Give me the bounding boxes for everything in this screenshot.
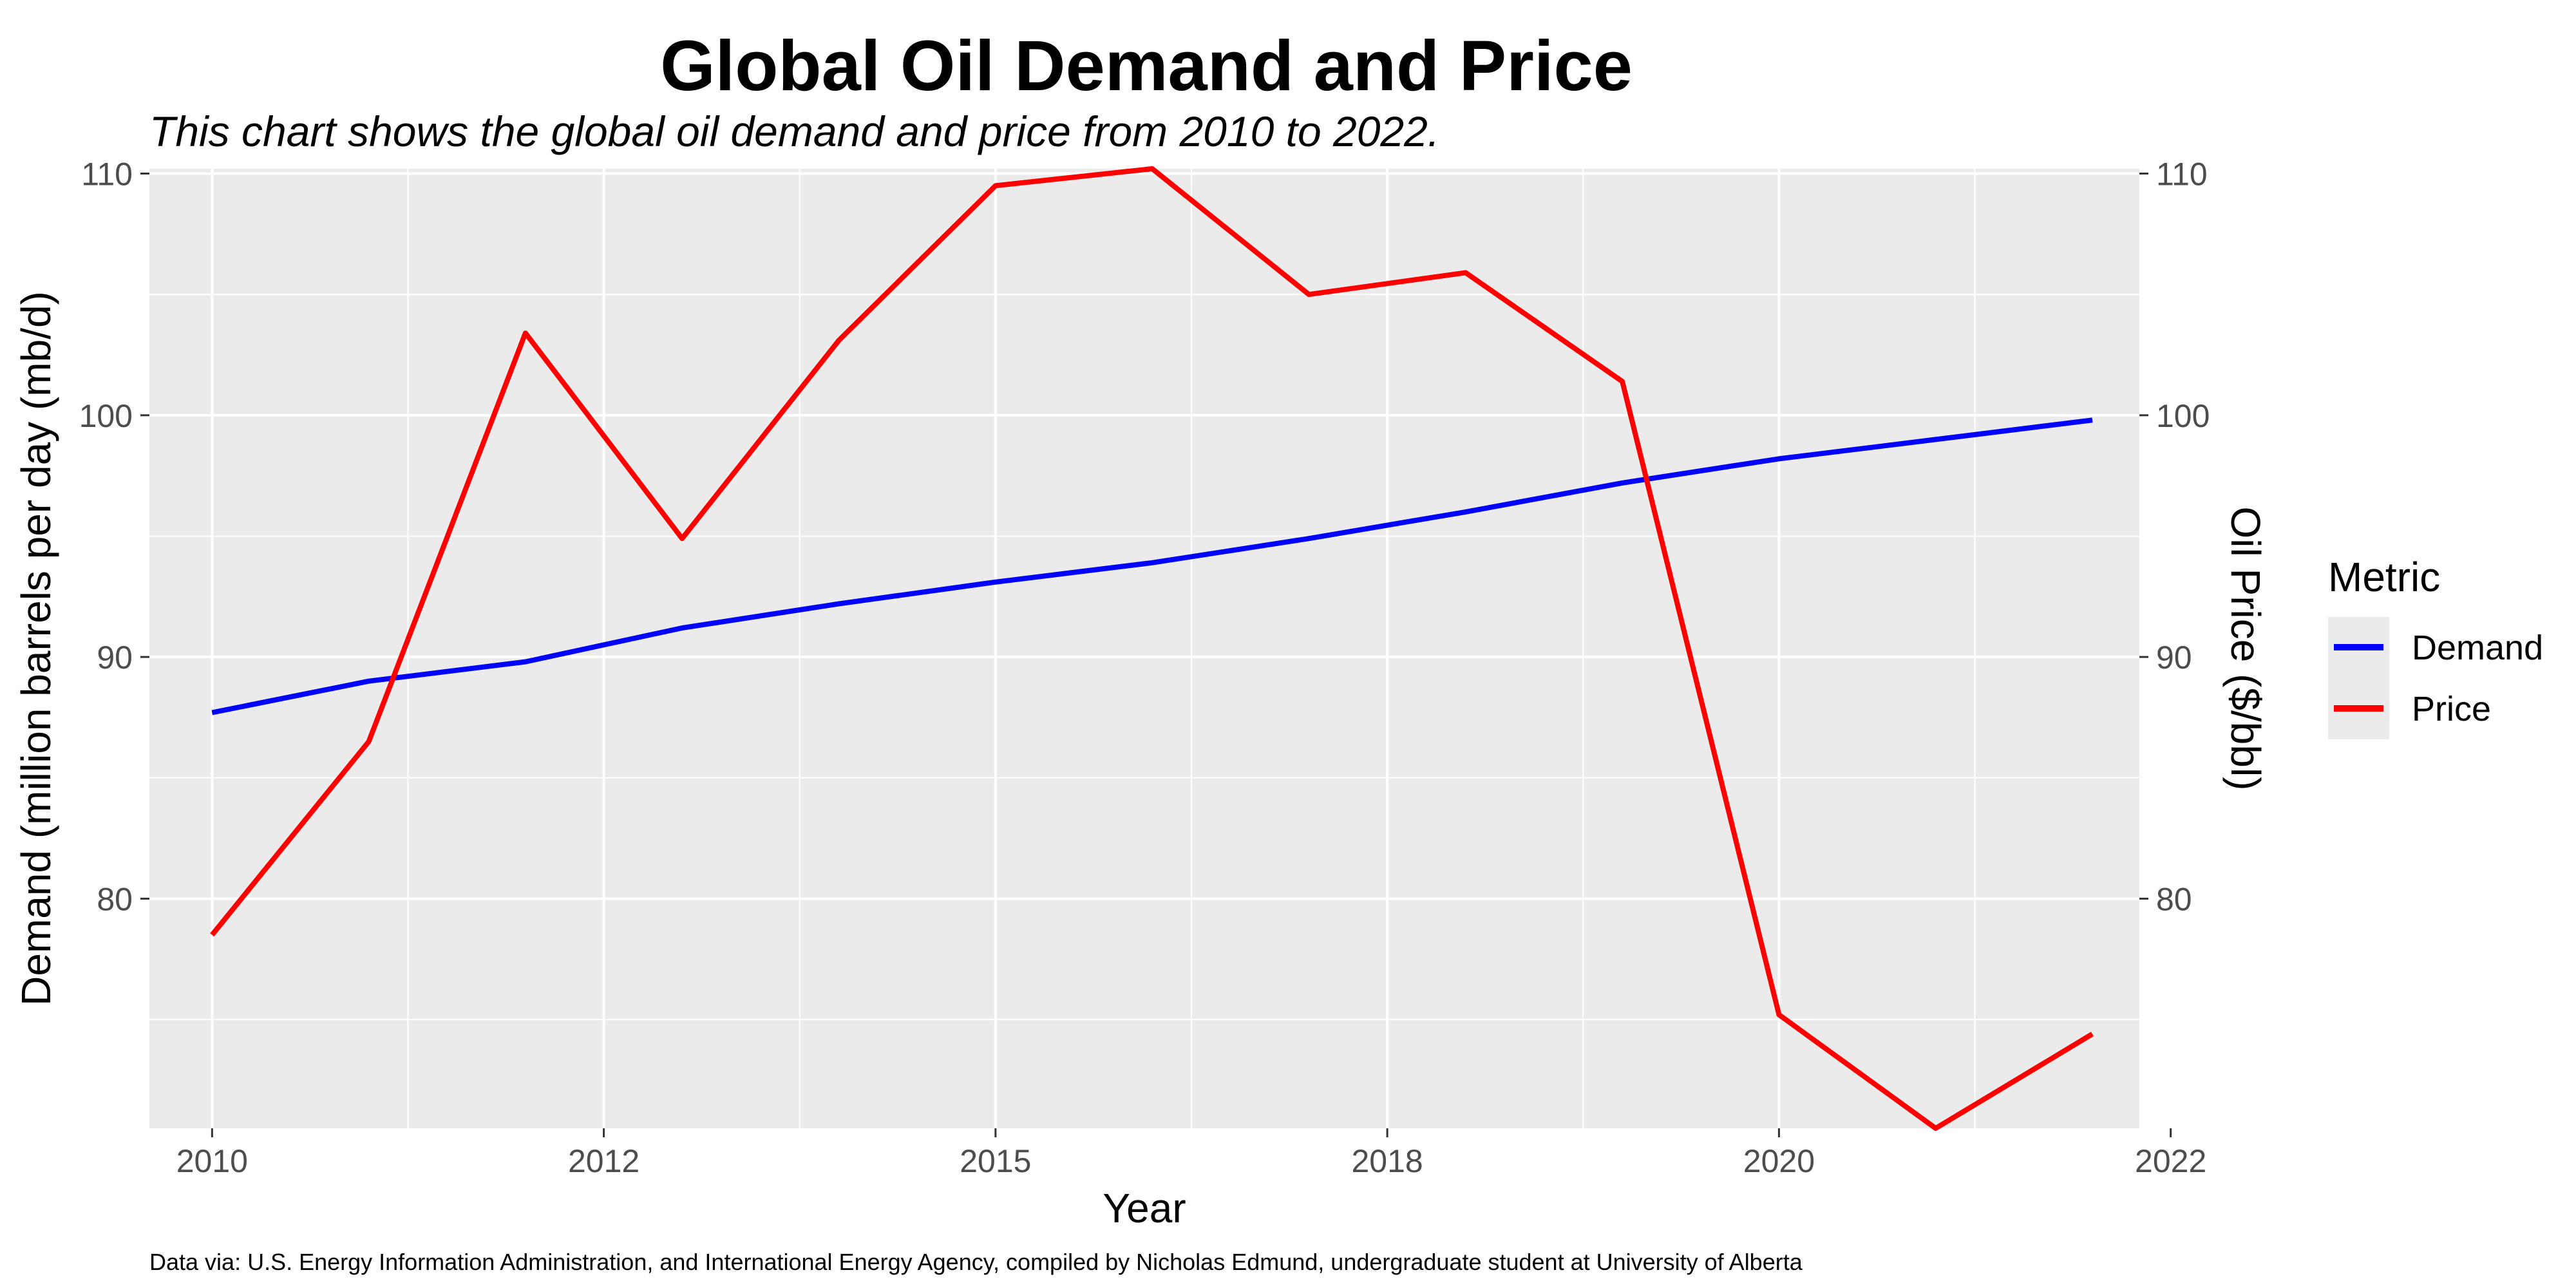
chart-caption: Data via: U.S. Energy Information Admini… bbox=[149, 1249, 1803, 1275]
series-line-demand bbox=[211, 417, 2093, 715]
x-tick-label: 2015 bbox=[960, 1143, 1031, 1179]
grid-layer bbox=[149, 169, 2139, 1128]
x-tick-label: 2020 bbox=[1743, 1143, 1815, 1179]
chart-title: Global Oil Demand and Price bbox=[660, 26, 1633, 106]
y-axis-title: Demand (million barrels per day (mb/d) bbox=[13, 291, 59, 1006]
y-tick-label: 110 bbox=[81, 156, 133, 193]
y-tick-label: 80 bbox=[97, 881, 133, 917]
x-axis-title: Year bbox=[1103, 1185, 1186, 1231]
chart-subtitle: This chart shows the global oil demand a… bbox=[149, 108, 1439, 155]
y2-tick-label: 100 bbox=[2156, 398, 2210, 434]
y2-axis-title: Oil Price ($/bbl) bbox=[2222, 507, 2269, 791]
legend-label-demand: Demand bbox=[2412, 629, 2543, 667]
series-line-price bbox=[210, 166, 2094, 1131]
x-tick-label: 2022 bbox=[2135, 1143, 2206, 1179]
legend-label-price: Price bbox=[2412, 690, 2491, 728]
y-tick-label: 90 bbox=[97, 639, 133, 676]
legend: Metric Demand Price bbox=[2328, 554, 2543, 739]
y2-tick-label: 90 bbox=[2156, 639, 2192, 676]
x-tick-label: 2010 bbox=[176, 1143, 248, 1179]
plot-panel bbox=[149, 169, 2139, 1128]
y2-tick-label: 80 bbox=[2156, 881, 2192, 917]
y2-tick-label: 110 bbox=[2156, 156, 2208, 193]
x-tick-label: 2012 bbox=[568, 1143, 639, 1179]
y-tick-label: 100 bbox=[79, 398, 133, 434]
axis-layer: 2010 2012 2015 2018 2020 2022 80 90 100 110 80 90 10… bbox=[79, 156, 2210, 1179]
x-tick-label: 2018 bbox=[1352, 1143, 1423, 1179]
series-layer bbox=[210, 166, 2094, 1131]
legend-title: Metric bbox=[2328, 554, 2440, 600]
